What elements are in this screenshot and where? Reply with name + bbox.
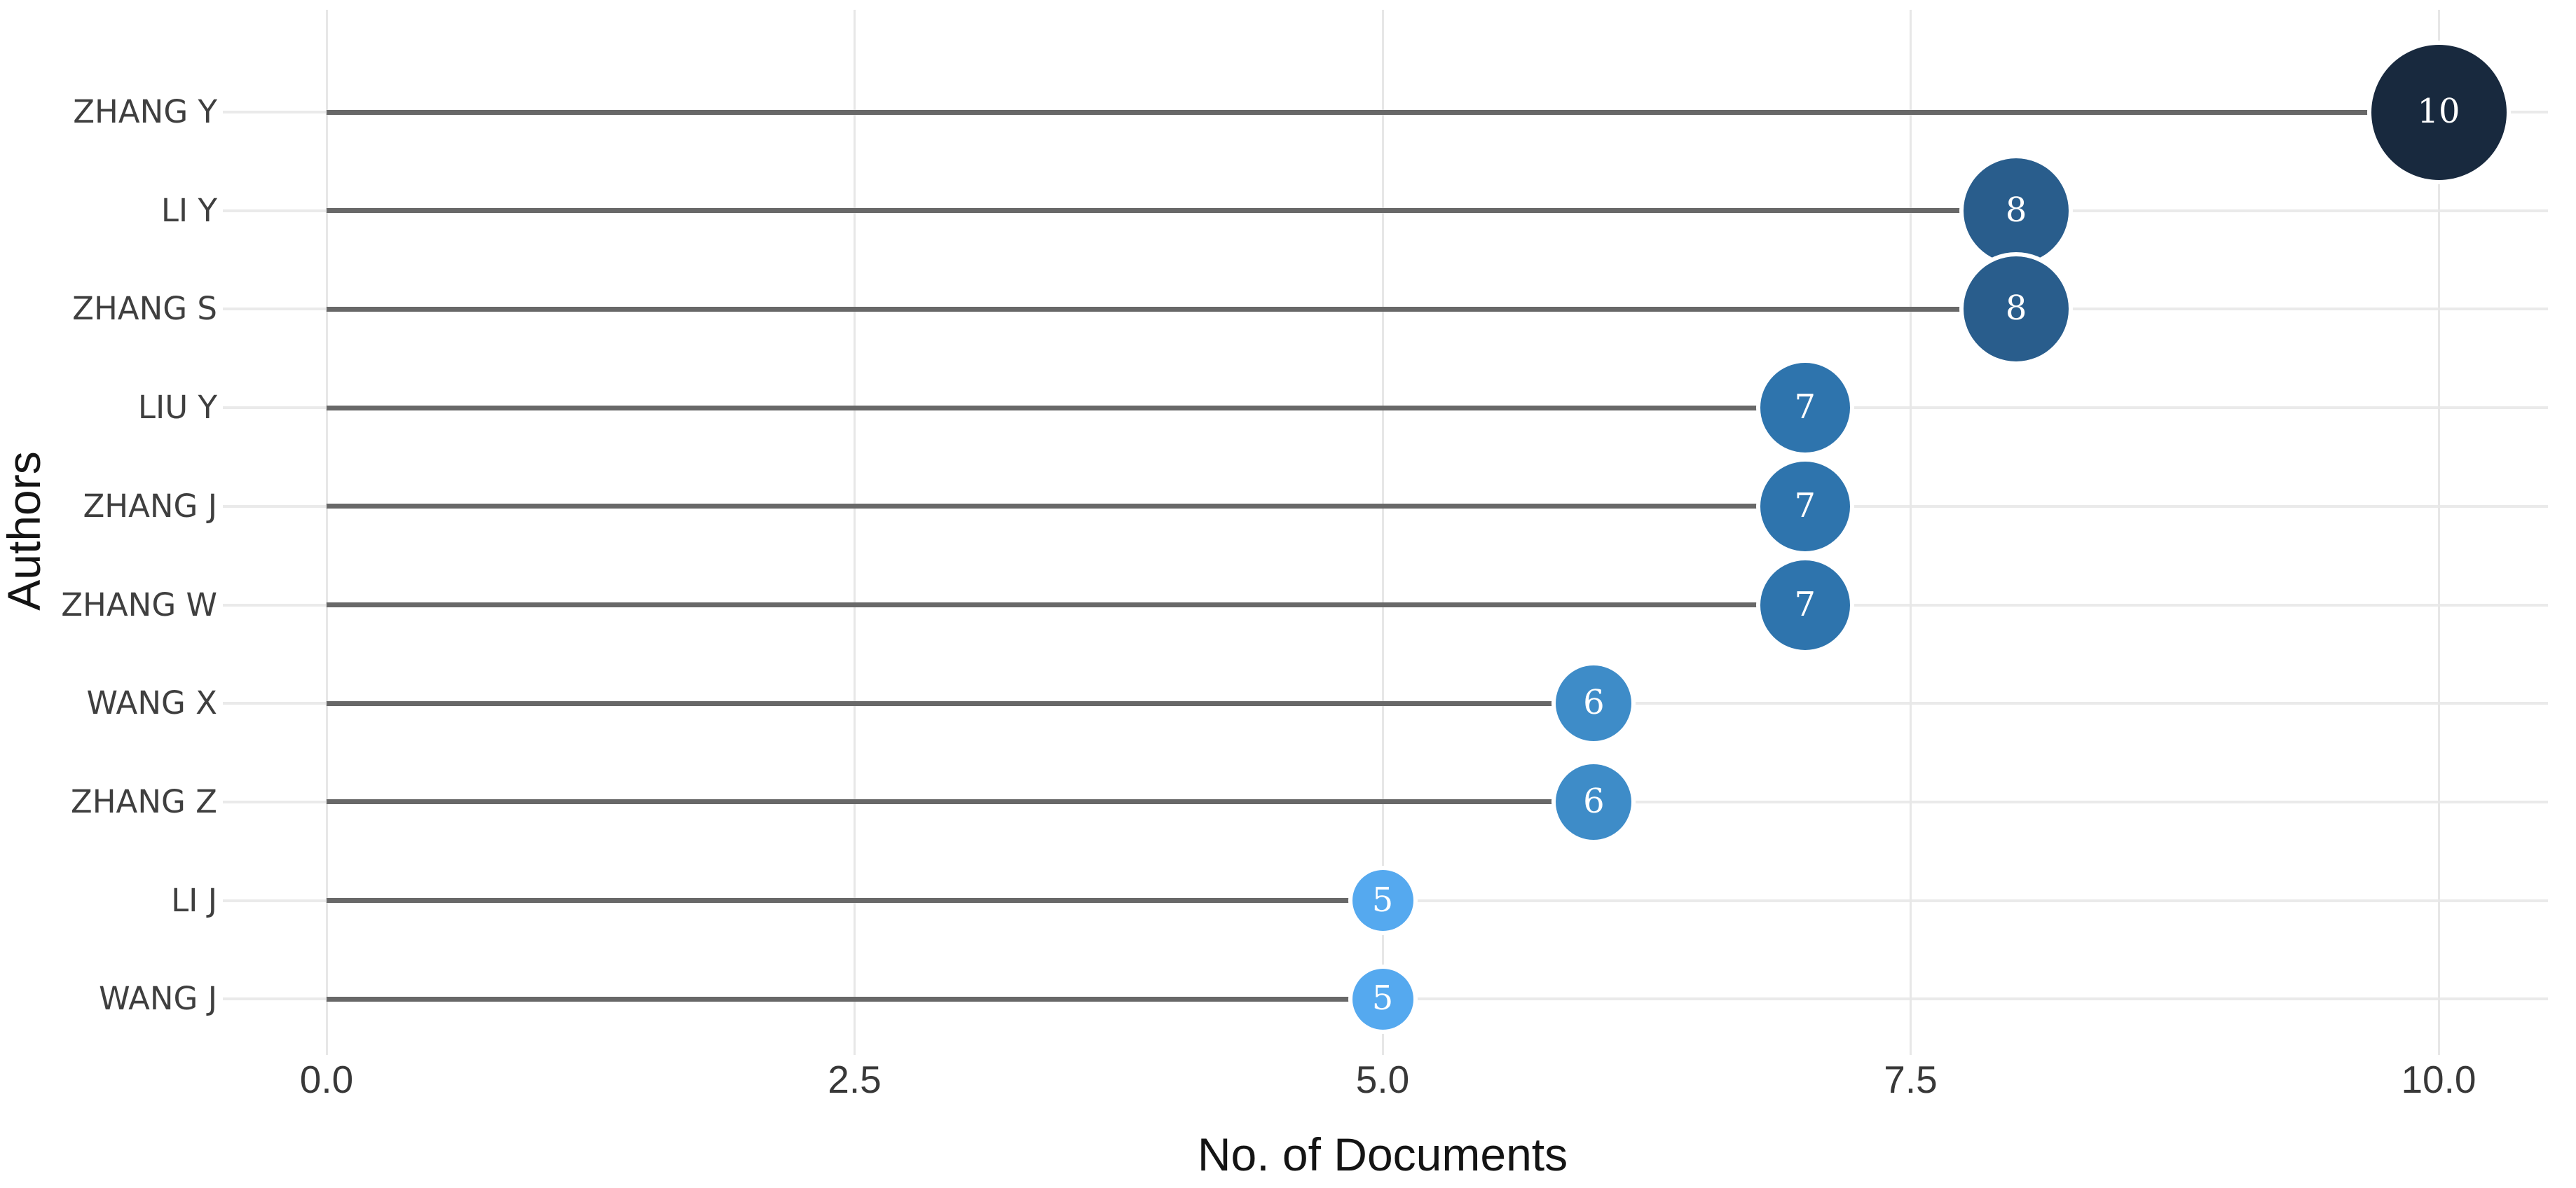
bubble-value-label: 7 bbox=[1794, 584, 1816, 624]
author-label: ZHANG W bbox=[61, 586, 217, 623]
author-label: ZHANG Y bbox=[73, 93, 217, 130]
bubble-value-label: 8 bbox=[2005, 289, 2027, 329]
x-gridline bbox=[2437, 10, 2440, 1055]
lollipop-stem bbox=[327, 306, 2017, 312]
x-tick-label: 0.0 bbox=[299, 1058, 354, 1101]
x-tick-label: 10.0 bbox=[2401, 1058, 2476, 1101]
bubble-value-label: 5 bbox=[1371, 880, 1394, 920]
x-gridline bbox=[325, 10, 328, 1055]
lollipop-stem bbox=[327, 898, 1383, 904]
lollipop-stem bbox=[327, 405, 1805, 410]
bubble-value-label: 5 bbox=[1371, 979, 1394, 1018]
x-tick-label: 7.5 bbox=[1884, 1058, 1938, 1101]
x-gridline bbox=[854, 10, 856, 1055]
lollipop-stem bbox=[327, 602, 1805, 607]
x-tick-label: 5.0 bbox=[1355, 1058, 1410, 1101]
bubble-value-label: 10 bbox=[2417, 92, 2460, 131]
lollipop-stem bbox=[327, 504, 1805, 509]
data-point-bubble[interactable]: 8 bbox=[1964, 158, 2069, 263]
author-label: ZHANG S bbox=[72, 290, 217, 328]
x-axis-title: No. of Documents bbox=[1197, 1128, 1568, 1180]
bubble-value-label: 6 bbox=[1583, 683, 1605, 723]
bubble-value-label: 8 bbox=[2005, 190, 2027, 230]
author-label: ZHANG J bbox=[83, 487, 217, 525]
author-label: ZHANG Z bbox=[70, 782, 217, 820]
data-point-bubble[interactable]: 8 bbox=[1964, 256, 2069, 362]
lollipop-stem bbox=[327, 996, 1383, 1002]
data-point-bubble[interactable]: 7 bbox=[1760, 363, 1850, 453]
x-gridline bbox=[1910, 10, 1912, 1055]
data-point-bubble[interactable]: 7 bbox=[1760, 560, 1850, 650]
x-gridline bbox=[1381, 10, 1384, 1055]
data-point-bubble[interactable]: 5 bbox=[1352, 968, 1413, 1030]
bubble-value-label: 6 bbox=[1583, 781, 1605, 821]
lollipop-stem bbox=[327, 799, 1594, 805]
author-label: LI J bbox=[171, 881, 217, 919]
data-point-bubble[interactable]: 5 bbox=[1352, 870, 1413, 932]
lollipop-stem bbox=[327, 208, 2017, 214]
author-label: WANG X bbox=[86, 684, 217, 722]
data-point-bubble[interactable]: 6 bbox=[1556, 665, 1632, 742]
author-label: LIU Y bbox=[137, 389, 217, 427]
author-label: LI Y bbox=[160, 191, 217, 229]
author-label: WANG J bbox=[99, 980, 217, 1018]
lollipop-stem bbox=[327, 700, 1594, 706]
bubble-value-label: 7 bbox=[1794, 387, 1816, 427]
data-point-bubble[interactable]: 6 bbox=[1556, 764, 1632, 840]
bubble-value-label: 7 bbox=[1794, 485, 1816, 525]
data-point-bubble[interactable]: 10 bbox=[2371, 44, 2507, 180]
x-tick-label: 2.5 bbox=[828, 1058, 882, 1101]
lollipop-stem bbox=[327, 109, 2439, 115]
data-point-bubble[interactable]: 7 bbox=[1760, 461, 1850, 551]
